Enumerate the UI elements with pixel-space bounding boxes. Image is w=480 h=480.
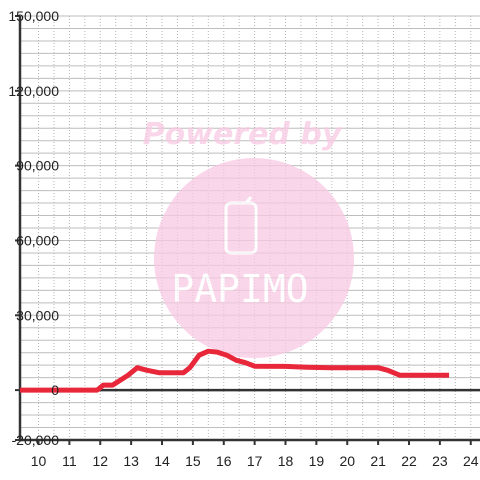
x-tick-label: 15 (185, 453, 201, 469)
y-tick-label: 30,000 (16, 307, 59, 323)
series-line (20, 348, 450, 393)
x-tick-label: 22 (401, 453, 417, 469)
y-tick-label: 0 (51, 382, 59, 398)
series (20, 348, 450, 393)
x-tick-label: 14 (154, 453, 170, 469)
powered-by-watermark: Powered by PAPIMO (143, 117, 354, 358)
phone-icon (224, 196, 258, 255)
y-tick-label: 60,000 (16, 232, 59, 248)
watermark-logo-text: PAPIMO (171, 267, 308, 311)
x-tick-label: 12 (92, 453, 108, 469)
tick-labels: -20,000 0 30,000 60,000 90,000 120,000 150,000… (8, 8, 478, 469)
x-tick-label: 17 (247, 453, 263, 469)
x-tick-label: 24 (463, 453, 479, 469)
x-tick-label: 23 (432, 453, 448, 469)
y-tick-label: 150,000 (8, 8, 59, 24)
watermark-text: Powered by (143, 117, 343, 152)
x-tick-label: 10 (31, 453, 47, 469)
x-tick-label: 19 (309, 453, 325, 469)
x-tick-label: 20 (339, 453, 355, 469)
x-tick-label: 11 (62, 453, 77, 469)
x-tick-label: 16 (216, 453, 232, 469)
y-tick-label: -20,000 (12, 432, 60, 448)
x-tick-label: 21 (370, 453, 386, 469)
y-tick-label: 90,000 (16, 158, 59, 174)
watermark-circle (154, 158, 354, 358)
x-tick-label: 18 (278, 453, 294, 469)
x-tick-label: 13 (123, 453, 139, 469)
y-tick-label: 120,000 (8, 83, 59, 99)
